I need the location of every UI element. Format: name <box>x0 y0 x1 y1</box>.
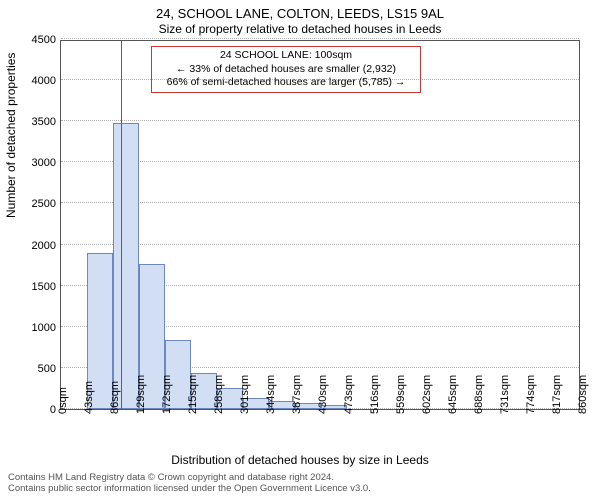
y-tick-label: 2500 <box>6 198 56 210</box>
chart-title-main: 24, SCHOOL LANE, COLTON, LEEDS, LS15 9AL <box>0 6 600 21</box>
x-tick-label: 602sqm <box>421 375 433 414</box>
x-tick-label: 215sqm <box>187 375 199 414</box>
x-tick-label: 430sqm <box>317 375 329 414</box>
grid-line <box>61 120 579 121</box>
annotation-line: ← 33% of detached houses are smaller (2,… <box>156 63 416 77</box>
histogram-bar <box>113 123 139 409</box>
x-tick-label: 301sqm <box>239 375 251 414</box>
annotation-box: 24 SCHOOL LANE: 100sqm← 33% of detached … <box>151 46 421 93</box>
y-tick-label: 3000 <box>6 157 56 169</box>
y-tick-label: 1500 <box>6 281 56 293</box>
x-tick-label: 731sqm <box>499 375 511 414</box>
chart-title-sub: Size of property relative to detached ho… <box>0 22 600 36</box>
y-tick-label: 4000 <box>6 75 56 87</box>
annotation-line: 66% of semi-detached houses are larger (… <box>156 76 416 90</box>
x-tick-label: 860sqm <box>577 375 589 414</box>
property-marker-line <box>121 41 122 409</box>
x-tick-label: 86sqm <box>109 381 121 414</box>
footnote-text: Contains HM Land Registry data © Crown c… <box>8 472 371 495</box>
x-tick-label: 0sqm <box>57 387 69 414</box>
x-tick-label: 645sqm <box>447 375 459 414</box>
x-axis-label: Distribution of detached houses by size … <box>0 453 600 467</box>
annotation-line: 24 SCHOOL LANE: 100sqm <box>156 49 416 63</box>
y-tick-label: 1000 <box>6 322 56 334</box>
x-tick-label: 774sqm <box>525 375 537 414</box>
y-tick-label: 2000 <box>6 240 56 252</box>
y-tick-label: 3500 <box>6 116 56 128</box>
y-tick-label: 4500 <box>6 34 56 46</box>
x-tick-label: 344sqm <box>265 375 277 414</box>
x-tick-label: 473sqm <box>343 375 355 414</box>
x-tick-label: 43sqm <box>83 381 95 414</box>
y-tick-label: 500 <box>6 363 56 375</box>
x-tick-label: 817sqm <box>551 375 563 414</box>
x-tick-label: 559sqm <box>395 375 407 414</box>
x-tick-label: 688sqm <box>473 375 485 414</box>
x-tick-label: 516sqm <box>369 375 381 414</box>
x-tick-label: 129sqm <box>135 375 147 414</box>
x-tick-label: 387sqm <box>291 375 303 414</box>
grid-line <box>61 38 579 39</box>
x-tick-label: 258sqm <box>213 375 225 414</box>
y-tick-label: 0 <box>6 404 56 416</box>
x-tick-label: 172sqm <box>161 375 173 414</box>
chart-plot-area: 24 SCHOOL LANE: 100sqm← 33% of detached … <box>60 40 580 410</box>
